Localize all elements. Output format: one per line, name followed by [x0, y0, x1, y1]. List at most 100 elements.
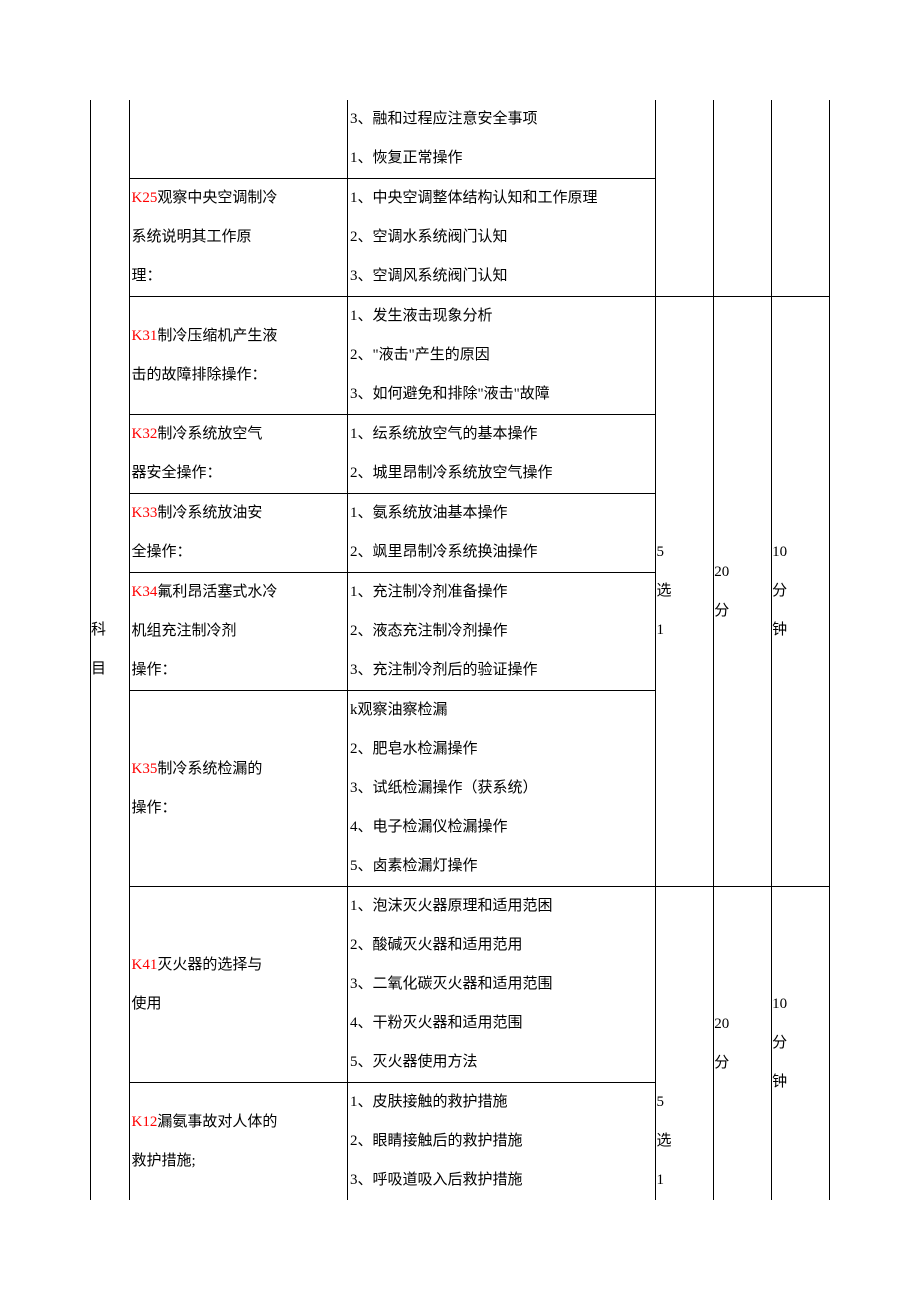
detail-line: k观察油察检漏: [350, 691, 653, 730]
topic-text: 制冷系统放空气: [157, 426, 262, 442]
detail-line: 2、"液击"产生的原因: [350, 336, 653, 375]
score-cell: [714, 100, 772, 297]
detail-line: 2、飒里昂制冷系统换油操作: [350, 533, 653, 572]
time-cell: 10 分 钟: [772, 887, 830, 1201]
detail-line: 1、恢复正常操作: [350, 139, 653, 178]
score-line: 20: [714, 553, 771, 592]
topic-cell: [129, 100, 347, 179]
topic-text: 器安全操作：: [132, 454, 345, 493]
detail-cell: k观察油察检漏 2、肥皂水检漏操作 3、试纸检漏操作（获系统） 4、电子检漏仪检…: [348, 691, 656, 887]
time-line: 分: [772, 1024, 829, 1063]
detail-line: 4、电子检漏仪检漏操作: [350, 808, 653, 847]
detail-cell: 1、发生液击现象分析 2、"液击"产生的原因 3、如何避免和排除"液击"故障: [348, 297, 656, 415]
time-line: 钟: [772, 1063, 829, 1102]
detail-line: 5、卤素检漏灯操作: [350, 847, 653, 886]
detail-line: 2、城里昂制冷系统放空气操作: [350, 454, 653, 493]
table-row: 科 目 3、融和过程应注意安全事项 1、恢复正常操作: [91, 100, 830, 179]
topic-text: 制冷系统检漏的: [157, 761, 262, 777]
topic-text: 击的故障排除操作：: [132, 356, 345, 395]
score-cell: 20 分: [714, 297, 772, 887]
detail-line: 3、融和过程应注意安全事项: [350, 100, 653, 139]
pick-cell: [656, 887, 714, 1083]
topic-cell: K33制冷系统放油安 全操作：: [129, 494, 347, 573]
topic-text: 操作：: [132, 651, 345, 690]
pick-line: 1: [656, 611, 713, 650]
subject-char: 目: [91, 650, 129, 689]
pick-line: 1: [656, 1161, 713, 1200]
topic-text: 救护措施;: [132, 1142, 345, 1181]
detail-cell: 3、融和过程应注意安全事项 1、恢复正常操作: [348, 100, 656, 179]
topic-text: 全操作：: [132, 533, 345, 572]
pick-line: 5: [656, 1083, 713, 1122]
time-line: 分: [772, 572, 829, 611]
detail-cell: 1、氨系统放油基本操作 2、飒里昂制冷系统换油操作: [348, 494, 656, 573]
syllabus-table: 科 目 3、融和过程应注意安全事项 1、恢复正常操作 K25观察中央空调制冷 系…: [90, 100, 830, 1200]
topic-text: 机组充注制冷剂: [132, 612, 345, 651]
detail-line: 1、充注制冷剂准备操作: [350, 573, 653, 612]
time-line: 钟: [772, 611, 829, 650]
detail-line: 1、泡沫灭火器原理和适用范困: [350, 887, 653, 926]
score-line: 分: [714, 1044, 771, 1083]
topic-text: 操作：: [132, 789, 345, 828]
topic-code: K25: [132, 190, 158, 206]
detail-line: 3、空调风系统阀门认知: [350, 257, 653, 296]
detail-cell: 1、中央空调整体结构认知和工作原理 2、空调水系统阀门认知 3、空调风系统阀门认…: [348, 179, 656, 297]
topic-code: K34: [132, 584, 158, 600]
subject-cell: 科 目: [91, 100, 130, 1200]
detail-line: 2、空调水系统阀门认知: [350, 218, 653, 257]
detail-cell: 1、充注制冷剂准备操作 2、液态充注制冷剂操作 3、充注制冷剂后的验证操作: [348, 573, 656, 691]
topic-cell: K25观察中央空调制冷 系统说明其工作原 理：: [129, 179, 347, 297]
topic-code: K41: [132, 957, 158, 973]
pick-cell: 5 选 1: [656, 1083, 714, 1201]
detail-cell: 1、皮肤接触的救护措施 2、眼睛接触后的救护措施 3、呼吸道吸入后救护措施: [348, 1083, 656, 1201]
detail-cell: 1、纭系统放空气的基本操作 2、城里昂制冷系统放空气操作: [348, 415, 656, 494]
topic-cell: K35制冷系统检漏的 操作：: [129, 691, 347, 887]
detail-line: 2、肥皂水检漏操作: [350, 730, 653, 769]
detail-line: 3、呼吸道吸入后救护措施: [350, 1161, 653, 1200]
pick-cell: [656, 100, 714, 297]
topic-text: 观察中央空调制冷: [157, 190, 277, 206]
table-row: K41灭火器的选择与 使用 1、泡沫灭火器原理和适用范困 2、酸碱灭火器和适用范…: [91, 887, 830, 1083]
detail-line: 1、中央空调整体结构认知和工作原理: [350, 179, 653, 218]
detail-line: 1、发生液击现象分析: [350, 297, 653, 336]
score-line: 分: [714, 592, 771, 631]
topic-text: 氟利昂活塞式水冷: [157, 584, 277, 600]
document-page: 科 目 3、融和过程应注意安全事项 1、恢复正常操作 K25观察中央空调制冷 系…: [0, 0, 920, 1260]
topic-text: 制冷压缩机产生液: [157, 328, 277, 344]
time-cell: 10 分 钟: [772, 297, 830, 887]
detail-line: 3、如何避免和排除"液击"故障: [350, 375, 653, 414]
topic-text: 漏氨事故对人体的: [157, 1114, 277, 1130]
time-line: 10: [772, 985, 829, 1024]
topic-cell: K12漏氨事故对人体的 救护措施;: [129, 1083, 347, 1201]
detail-line: 5、灭火器使用方法: [350, 1043, 653, 1082]
pick-line: 选: [656, 572, 713, 611]
topic-cell: K34氟利昂活塞式水冷 机组充注制冷剂 操作：: [129, 573, 347, 691]
topic-text: 灭火器的选择与: [157, 957, 262, 973]
table-row: K31制冷压缩机产生液 击的故障排除操作： 1、发生液击现象分析 2、"液击"产…: [91, 297, 830, 415]
topic-code: K12: [132, 1114, 158, 1130]
detail-line: 2、液态充注制冷剂操作: [350, 612, 653, 651]
detail-line: 1、氨系统放油基本操作: [350, 494, 653, 533]
topic-cell: K32制冷系统放空气 器安全操作：: [129, 415, 347, 494]
score-cell: 20 分: [714, 887, 772, 1201]
pick-cell: 5 选 1: [656, 297, 714, 887]
topic-text: 制冷系统放油安: [157, 505, 262, 521]
time-cell: [772, 100, 830, 297]
subject-char: 科: [91, 611, 129, 650]
detail-line: 3、试纸检漏操作（获系统）: [350, 769, 653, 808]
pick-line: 5: [656, 533, 713, 572]
topic-code: K32: [132, 426, 158, 442]
topic-text: 使用: [132, 985, 345, 1024]
detail-line: 3、二氧化碳灭火器和适用范围: [350, 965, 653, 1004]
time-line: 10: [772, 533, 829, 572]
topic-cell: K41灭火器的选择与 使用: [129, 887, 347, 1083]
detail-line: 2、酸碱灭火器和适用范用: [350, 926, 653, 965]
detail-cell: 1、泡沫灭火器原理和适用范困 2、酸碱灭火器和适用范用 3、二氧化碳灭火器和适用…: [348, 887, 656, 1083]
score-line: 20: [714, 1005, 771, 1044]
topic-code: K33: [132, 505, 158, 521]
detail-line: 1、纭系统放空气的基本操作: [350, 415, 653, 454]
pick-line: 选: [656, 1122, 713, 1161]
topic-text: 系统说明其工作原: [132, 218, 345, 257]
detail-line: 4、干粉灭火器和适用范围: [350, 1004, 653, 1043]
detail-line: 1、皮肤接触的救护措施: [350, 1083, 653, 1122]
